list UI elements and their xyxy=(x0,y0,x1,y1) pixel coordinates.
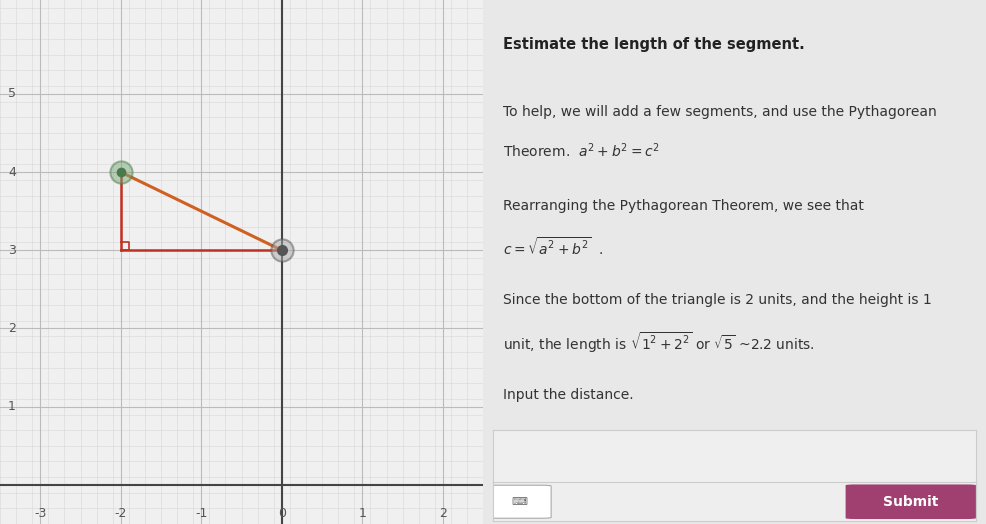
Text: Since the bottom of the triangle is 2 units, and the height is 1: Since the bottom of the triangle is 2 un… xyxy=(503,293,932,308)
FancyBboxPatch shape xyxy=(846,484,976,519)
Text: -2: -2 xyxy=(114,507,127,520)
Text: Rearranging the Pythagorean Theorem, we see that: Rearranging the Pythagorean Theorem, we … xyxy=(503,199,864,213)
Text: To help, we will add a few segments, and use the Pythagorean: To help, we will add a few segments, and… xyxy=(503,105,937,119)
Text: -3: -3 xyxy=(35,507,46,520)
Text: Input the distance.: Input the distance. xyxy=(503,388,634,402)
Text: 4: 4 xyxy=(8,166,16,179)
FancyBboxPatch shape xyxy=(488,485,551,518)
Text: Theorem.  $a^2 + b^2 = c^2$: Theorem. $a^2 + b^2 = c^2$ xyxy=(503,141,661,160)
Text: 2: 2 xyxy=(439,507,447,520)
Text: Submit: Submit xyxy=(883,495,939,509)
Text: 1: 1 xyxy=(359,507,366,520)
Text: 2: 2 xyxy=(8,322,16,335)
Text: Estimate the length of the segment.: Estimate the length of the segment. xyxy=(503,37,805,52)
Text: 3: 3 xyxy=(8,244,16,257)
Text: 5: 5 xyxy=(8,88,16,101)
Text: $c = \sqrt{a^2 + b^2}$  .: $c = \sqrt{a^2 + b^2}$ . xyxy=(503,236,603,258)
Text: ⌨: ⌨ xyxy=(512,497,528,507)
Text: -1: -1 xyxy=(195,507,207,520)
Text: 0: 0 xyxy=(278,507,286,520)
Text: 1: 1 xyxy=(8,400,16,413)
Text: unit, the length is $\sqrt{1^2 + 2^2}$ or $\sqrt{5}$ ~2.2 units.: unit, the length is $\sqrt{1^2 + 2^2}$ o… xyxy=(503,330,815,355)
